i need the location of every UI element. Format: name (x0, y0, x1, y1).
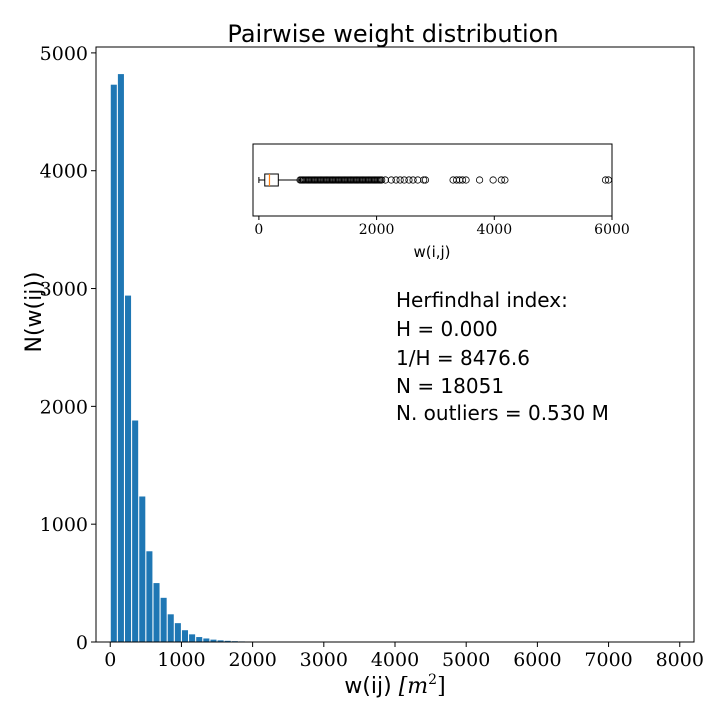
inset-x-axis: 0 2000 4000 6000 (254, 216, 630, 238)
bar (160, 597, 167, 642)
bar (125, 295, 132, 642)
inset-x-tick-label: 6000 (594, 222, 630, 238)
outlier-point (604, 176, 613, 184)
y-tick-label: 3000 (40, 279, 88, 301)
bar-series (110, 74, 253, 643)
annotation-line-1: Herfindhal index: (396, 288, 568, 312)
outlier-point (396, 176, 404, 184)
inset-x-axis-label: w(i,j) (413, 243, 450, 261)
plot-frame (95, 46, 695, 643)
bar (117, 74, 124, 643)
bar (181, 630, 189, 642)
outlier-point (501, 176, 509, 184)
outlier-point (378, 176, 386, 184)
bar (174, 623, 181, 642)
x-tick-label: 8000 (656, 649, 704, 671)
x-tick-label: 2000 (228, 649, 276, 671)
outlier-point (462, 176, 470, 184)
outlier-point (392, 176, 400, 184)
chart-title: Pairwise weight distribution (227, 20, 558, 48)
x-tick-label: 0 (104, 649, 116, 671)
x-axis-label: w(ij) [m2] (344, 672, 445, 699)
outlier-point (453, 176, 461, 184)
bar (196, 637, 203, 642)
outlier-point (475, 176, 484, 184)
outlier-point (420, 176, 428, 184)
x-tick-label: 1000 (157, 649, 205, 671)
outlier-point (405, 176, 413, 184)
y-tick-label: 1000 (40, 514, 88, 536)
y-tick-label: 2000 (40, 396, 88, 418)
x-tick-label: 7000 (584, 649, 632, 671)
x-axis-label-unit-close: ] (437, 674, 446, 699)
outlier-point (414, 176, 422, 184)
inset-x-tick-label: 2000 (359, 222, 395, 238)
outlier-point (387, 176, 395, 184)
x-tick-label: 6000 (513, 649, 561, 671)
annotation-line-5: N. outliers = 0.530 M (396, 401, 609, 425)
x-axis-label-unit-exponent: 2 (428, 672, 437, 688)
y-tick-label: 0 (76, 632, 88, 654)
bar (146, 551, 153, 642)
annotation-box: Herfindhal index: H = 0.000 1/H = 8476.6… (396, 288, 609, 425)
bar (217, 640, 224, 642)
inset-boxplot: 0 2000 4000 6000 w(i,j) (252, 143, 630, 261)
outlier-point (601, 176, 610, 184)
bar (224, 640, 231, 642)
outlier-point (381, 176, 390, 184)
bar (203, 638, 210, 642)
bar (139, 496, 146, 642)
x-tick-label: 5000 (442, 649, 490, 671)
y-tick-label: 4000 (40, 161, 88, 183)
bar (132, 420, 139, 642)
annotation-line-3: 1/H = 8476.6 (396, 346, 530, 370)
y-axis: 0 1000 2000 3000 4000 5000 (40, 43, 96, 654)
inset-x-tick-label: 0 (254, 222, 263, 238)
outlier-point (409, 176, 417, 184)
inset-x-tick-label: 4000 (476, 222, 512, 238)
outlier-point (458, 176, 467, 184)
outlier-point (489, 176, 497, 184)
box (264, 173, 279, 187)
y-tick-label: 5000 (40, 43, 88, 65)
x-tick-label: 4000 (371, 649, 419, 671)
outlier-point (421, 176, 430, 184)
x-axis-label-unit: [m (399, 674, 428, 699)
x-axis: 0 1000 2000 3000 4000 5000 6000 7000 8000 (104, 642, 704, 671)
annotation-line-4: N = 18051 (396, 374, 504, 398)
x-axis-label-text: w(ij) (344, 674, 398, 699)
y-axis-label: N(w(ij)) (22, 271, 47, 352)
inset-plot-area (258, 173, 613, 187)
bar (153, 583, 160, 642)
x-tick-label: 3000 (300, 649, 348, 671)
bar (210, 639, 217, 642)
outlier-point (400, 176, 408, 184)
bar (110, 84, 117, 642)
outlier-point (497, 176, 505, 184)
annotation-line-2: H = 0.000 (396, 317, 498, 341)
bar (189, 634, 196, 642)
bar (167, 614, 174, 642)
